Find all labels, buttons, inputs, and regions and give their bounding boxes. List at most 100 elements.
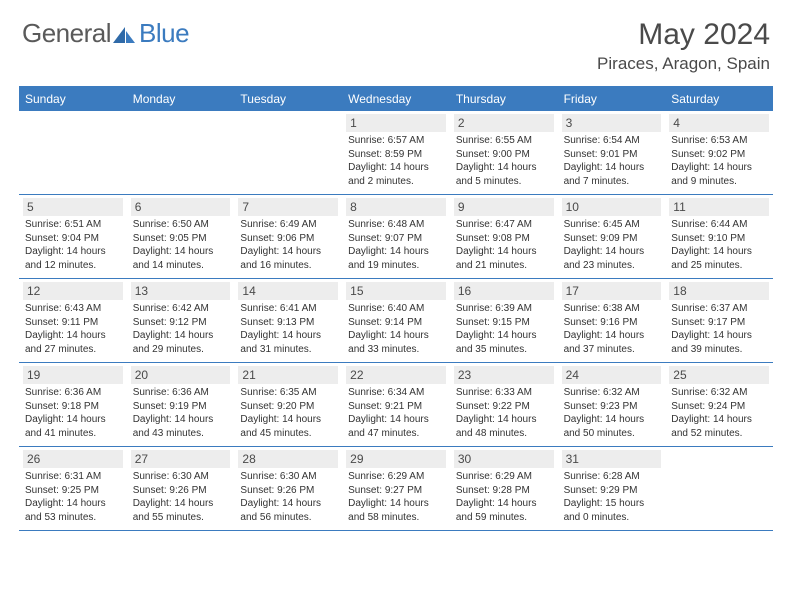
calendar-day-cell: 16 Sunrise: 6:39 AMSunset: 9:15 PMDayligh… — [450, 279, 558, 362]
day-number: 25 — [669, 366, 769, 384]
day-number: 27 — [131, 450, 231, 468]
calendar-day-cell: 20 Sunrise: 6:36 AMSunset: 9:19 PMDayligh… — [127, 363, 235, 446]
day-number: 24 — [562, 366, 662, 384]
day-number: 6 — [131, 198, 231, 216]
calendar-day-cell: 22Sunrise: 6:34 AMSunset: 9:21 PMDayligh… — [342, 363, 450, 446]
day-info: Sunrise: 6:48 AMSunset: 9:07 PMDaylight:… — [346, 218, 446, 272]
day-number: 11 — [669, 198, 769, 216]
day-number: 14 — [238, 282, 338, 300]
location-label: Piraces, Aragon, Spain — [597, 54, 770, 74]
calendar-grid: ...1Sunrise: 6:57 AMSunset: 8:59 PMDayli… — [19, 111, 773, 531]
day-number: 20 — [131, 366, 231, 384]
calendar-day-cell: 31Sunrise: 6:28 AMSunset: 9:29 PMDayligh… — [558, 447, 666, 530]
day-info: Sunrise: 6:30 AMSunset: 9:26 PMDaylight:… — [238, 470, 338, 524]
calendar-day-cell: 15 Sunrise: 6:40 AMSunset: 9:14 PMDayligh… — [342, 279, 450, 362]
day-number: 30 — [454, 450, 554, 468]
weekday-header-row: SundayMondayTuesdayWednesdayThursdayFrid… — [19, 88, 773, 111]
weekday-header: Sunday — [19, 88, 127, 111]
calendar-week-row: 19 Sunrise: 6:36 AMSunset: 9:18 PMDayligh… — [19, 363, 773, 447]
day-info: Sunrise: 6:33 AMSunset: 9:22 PMDaylight:… — [454, 386, 554, 440]
day-number: 29 — [346, 450, 446, 468]
weekday-header: Thursday — [450, 88, 558, 111]
weekday-header: Wednesday — [342, 88, 450, 111]
logo: General Blue — [22, 18, 189, 49]
day-number: 26 — [23, 450, 123, 468]
day-info: Sunrise: 6:51 AMSunset: 9:04 PMDaylight:… — [23, 218, 123, 272]
day-info: Sunrise: 6:42 AMSunset: 9:12 PMDaylight:… — [131, 302, 231, 356]
calendar-day-cell: 12 Sunrise: 6:43 AMSunset: 9:11 PMDayligh… — [19, 279, 127, 362]
calendar-week-row: 12 Sunrise: 6:43 AMSunset: 9:11 PMDayligh… — [19, 279, 773, 363]
day-info: Sunrise: 6:40 AMSunset: 9:14 PMDaylight:… — [346, 302, 446, 356]
calendar-week-row: 5Sunrise: 6:51 AMSunset: 9:04 PMDaylight… — [19, 195, 773, 279]
day-number: 9 — [454, 198, 554, 216]
calendar-day-cell: 5Sunrise: 6:51 AMSunset: 9:04 PMDaylight… — [19, 195, 127, 278]
calendar-day-cell: 28Sunrise: 6:30 AMSunset: 9:26 PMDayligh… — [234, 447, 342, 530]
calendar-day-cell: 4 Sunrise: 6:53 AMSunset: 9:02 PMDaylight… — [665, 111, 773, 194]
calendar-day-cell: 9Sunrise: 6:47 AMSunset: 9:08 PMDaylight… — [450, 195, 558, 278]
day-info: Sunrise: 6:37 AMSunset: 9:17 PMDaylight:… — [669, 302, 769, 356]
calendar-day-cell: 1 Sunrise: 6:57 AMSunset: 8:59 PMDaylight… — [342, 111, 450, 194]
calendar-week-row: ...1Sunrise: 6:57 AMSunset: 8:59 PMDayli… — [19, 111, 773, 195]
day-number: 2 — [454, 114, 554, 132]
day-number: 23 — [454, 366, 554, 384]
day-number: 4 — [669, 114, 769, 132]
calendar-day-cell: 2Sunrise: 6:55 AMSunset: 9:00 PMDaylight… — [450, 111, 558, 194]
calendar-day-cell: 27 Sunrise: 6:30 AMSunset: 9:26 PMDayligh… — [127, 447, 235, 530]
day-info: Sunrise: 6:39 AMSunset: 9:15 PMDaylight:… — [454, 302, 554, 356]
weekday-header: Friday — [558, 88, 666, 111]
calendar-day-cell: 11 Sunrise: 6:44 AMSunset: 9:10 PMDayligh… — [665, 195, 773, 278]
day-number: 10 — [562, 198, 662, 216]
day-number: 15 — [346, 282, 446, 300]
logo-text-general: General — [22, 18, 111, 49]
day-number: 31 — [562, 450, 662, 468]
calendar-day-cell: 26 Sunrise: 6:31 AMSunset: 9:25 PMDayligh… — [19, 447, 127, 530]
calendar-day-cell: 10 Sunrise: 6:45 AMSunset: 9:09 PMDayligh… — [558, 195, 666, 278]
day-number: 3 — [562, 114, 662, 132]
day-number: 21 — [238, 366, 338, 384]
calendar-day-cell: 30Sunrise: 6:29 AMSunset: 9:28 PMDayligh… — [450, 447, 558, 530]
day-number: 12 — [23, 282, 123, 300]
calendar-day-cell: 14 Sunrise: 6:41 AMSunset: 9:13 PMDayligh… — [234, 279, 342, 362]
calendar-day-cell: 29 Sunrise: 6:29 AMSunset: 9:27 PMDayligh… — [342, 447, 450, 530]
calendar: SundayMondayTuesdayWednesdayThursdayFrid… — [19, 86, 773, 531]
calendar-day-cell: 7 Sunrise: 6:49 AMSunset: 9:06 PMDaylight… — [234, 195, 342, 278]
day-number: 7 — [238, 198, 338, 216]
calendar-day-cell: . — [19, 111, 127, 194]
calendar-day-cell: 24Sunrise: 6:32 AMSunset: 9:23 PMDayligh… — [558, 363, 666, 446]
header: General Blue May 2024 Piraces, Aragon, S… — [0, 0, 792, 82]
day-info: Sunrise: 6:44 AMSunset: 9:10 PMDaylight:… — [669, 218, 769, 272]
day-info: Sunrise: 6:32 AMSunset: 9:24 PMDaylight:… — [669, 386, 769, 440]
calendar-day-cell: 18Sunrise: 6:37 AMSunset: 9:17 PMDayligh… — [665, 279, 773, 362]
day-info: Sunrise: 6:43 AMSunset: 9:11 PMDaylight:… — [23, 302, 123, 356]
day-info: Sunrise: 6:36 AMSunset: 9:18 PMDaylight:… — [23, 386, 123, 440]
day-info: Sunrise: 6:29 AMSunset: 9:27 PMDaylight:… — [346, 470, 446, 524]
day-info: Sunrise: 6:53 AMSunset: 9:02 PMDaylight:… — [669, 134, 769, 188]
calendar-day-cell: 23 Sunrise: 6:33 AMSunset: 9:22 PMDayligh… — [450, 363, 558, 446]
calendar-day-cell: . — [665, 447, 773, 530]
day-number: 17 — [562, 282, 662, 300]
calendar-day-cell: . — [234, 111, 342, 194]
day-info: Sunrise: 6:54 AMSunset: 9:01 PMDaylight:… — [562, 134, 662, 188]
day-number: 8 — [346, 198, 446, 216]
day-info: Sunrise: 6:45 AMSunset: 9:09 PMDaylight:… — [562, 218, 662, 272]
day-info: Sunrise: 6:36 AMSunset: 9:19 PMDaylight:… — [131, 386, 231, 440]
day-number: 19 — [23, 366, 123, 384]
day-info: Sunrise: 6:57 AMSunset: 8:59 PMDaylight:… — [346, 134, 446, 188]
day-info: Sunrise: 6:31 AMSunset: 9:25 PMDaylight:… — [23, 470, 123, 524]
calendar-day-cell: 3 Sunrise: 6:54 AMSunset: 9:01 PMDaylight… — [558, 111, 666, 194]
day-number: 13 — [131, 282, 231, 300]
day-info: Sunrise: 6:41 AMSunset: 9:13 PMDaylight:… — [238, 302, 338, 356]
sail-icon — [111, 25, 137, 45]
calendar-day-cell: 19 Sunrise: 6:36 AMSunset: 9:18 PMDayligh… — [19, 363, 127, 446]
day-number: 1 — [346, 114, 446, 132]
day-info: Sunrise: 6:30 AMSunset: 9:26 PMDaylight:… — [131, 470, 231, 524]
calendar-day-cell: 25 Sunrise: 6:32 AMSunset: 9:24 PMDayligh… — [665, 363, 773, 446]
calendar-day-cell: 21 Sunrise: 6:35 AMSunset: 9:20 PMDayligh… — [234, 363, 342, 446]
day-info: Sunrise: 6:49 AMSunset: 9:06 PMDaylight:… — [238, 218, 338, 272]
logo-text-blue: Blue — [139, 18, 189, 49]
weekday-header: Saturday — [665, 88, 773, 111]
calendar-day-cell: 13 Sunrise: 6:42 AMSunset: 9:12 PMDayligh… — [127, 279, 235, 362]
day-info: Sunrise: 6:35 AMSunset: 9:20 PMDaylight:… — [238, 386, 338, 440]
day-number: 22 — [346, 366, 446, 384]
day-number: 16 — [454, 282, 554, 300]
